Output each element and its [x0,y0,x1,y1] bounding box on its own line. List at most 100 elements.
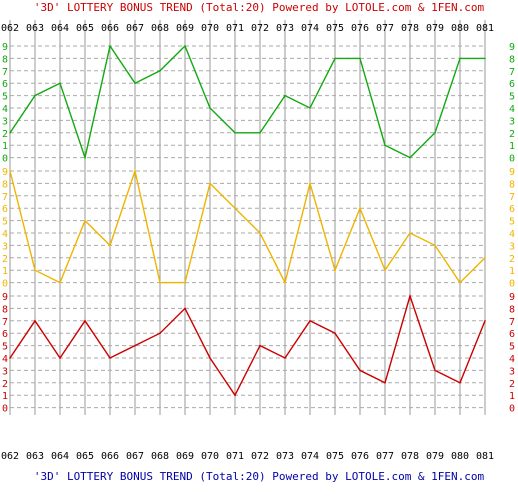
x-tick-label-top: 073 [276,23,294,34]
data-point [59,281,61,284]
x-tick-label-bottom: 066 [101,451,119,462]
y-tick-label-left: 3 [2,241,8,252]
series-lines [9,44,486,397]
y-tick-label-left: 6 [2,329,8,340]
x-tick-label-bottom: 062 [1,451,19,462]
y-tick-label-left: 7 [2,192,8,203]
y-tick-label-right: 3 [509,366,515,377]
data-point [309,320,311,322]
y-tick-label-left: 1 [2,141,8,152]
y-tick-label-right: 3 [509,241,515,252]
data-point [384,382,386,384]
x-tick-label-top: 076 [351,23,369,34]
data-point [159,332,161,335]
x-tick-label-top: 079 [426,23,444,34]
x-tick-label-bottom: 067 [126,451,144,462]
data-point [434,369,436,372]
y-tick-label-right: 8 [509,54,515,65]
data-point [84,156,86,159]
data-point [409,232,411,234]
data-point [309,182,311,185]
x-tick-label-top: 068 [151,23,169,34]
data-point [184,307,186,310]
data-point [484,320,486,322]
y-tick-label-right: 5 [509,92,515,103]
x-tick-label-top: 071 [226,23,244,34]
data-point [384,144,386,146]
y-tick-label-left: 6 [2,79,8,90]
data-point [109,357,111,359]
y-tick-label-right: 4 [509,104,515,115]
y-tick-label-left: 0 [2,154,8,165]
y-tick-label-left: 4 [2,229,8,240]
y-tick-label-right: 9 [509,167,515,178]
y-tick-label-right: 0 [509,404,515,415]
x-tick-label-bottom: 078 [401,451,419,462]
y-tick-label-right: 7 [509,192,515,203]
y-tick-label-left: 5 [2,217,8,228]
x-tick-label-top: 069 [176,23,194,34]
data-point [159,70,161,72]
data-point [284,94,286,97]
y-tick-label-left: 9 [2,42,8,53]
y-tick-label-left: 9 [2,292,8,303]
x-tick-label-bottom: 070 [201,451,219,462]
y-tick-label-left: 0 [2,404,8,415]
x-tick-label-bottom: 068 [151,451,169,462]
y-tick-label-left: 6 [2,204,8,215]
y-tick-label-left: 8 [2,304,8,315]
y-tick-label-right: 8 [509,304,515,315]
x-tick-label-bottom: 073 [276,451,294,462]
data-point [359,57,361,60]
data-point [484,57,486,60]
y-tick-label-right: 6 [509,204,515,215]
data-point [284,357,286,359]
x-tick-label-bottom: 075 [326,451,344,462]
x-tick-label-bottom: 072 [251,451,269,462]
x-tick-label-top: 070 [201,23,219,34]
x-tick-label-top: 067 [126,23,144,34]
y-tick-label-right: 1 [509,266,515,277]
data-point [459,382,461,384]
y-tick-label-left: 2 [2,254,8,265]
x-tick-label-top: 063 [26,23,44,34]
axis-labels: 0 01 12 23 34 45 56 67 78 89 90 01 12 23 34 45 56 67 78 89 9… [1,23,515,462]
data-point [109,244,111,247]
data-point [334,57,336,60]
y-tick-label-left: 4 [2,104,8,115]
y-tick-label-right: 4 [509,229,515,240]
y-tick-label-right: 3 [509,116,515,127]
y-tick-label-right: 6 [509,329,515,340]
data-point [259,344,261,347]
data-point [409,156,411,159]
data-point [84,320,86,322]
chart-grid [9,20,486,415]
x-tick-label-bottom: 069 [176,451,194,462]
data-point [234,132,236,134]
y-tick-label-right: 4 [509,354,515,365]
data-point [234,207,236,209]
data-point [59,82,61,84]
x-tick-label-bottom: 064 [51,451,69,462]
data-point [459,281,461,284]
x-tick-label-bottom: 081 [476,451,494,462]
y-tick-label-left: 7 [2,67,8,78]
y-tick-label-left: 8 [2,179,8,190]
y-tick-label-right: 5 [509,342,515,353]
data-point [334,332,336,335]
data-point [409,295,411,297]
y-tick-label-left: 4 [2,354,8,365]
data-point [209,182,211,185]
x-tick-label-top: 072 [251,23,269,34]
x-tick-label-top: 080 [451,23,469,34]
y-tick-label-left: 9 [2,167,8,178]
x-tick-label-bottom: 074 [301,451,319,462]
data-point [234,394,236,397]
y-tick-label-left: 2 [2,379,8,390]
data-point [34,269,36,272]
y-tick-label-right: 5 [509,217,515,228]
data-point [334,269,336,272]
data-point [159,281,161,284]
y-tick-label-left: 5 [2,92,8,103]
